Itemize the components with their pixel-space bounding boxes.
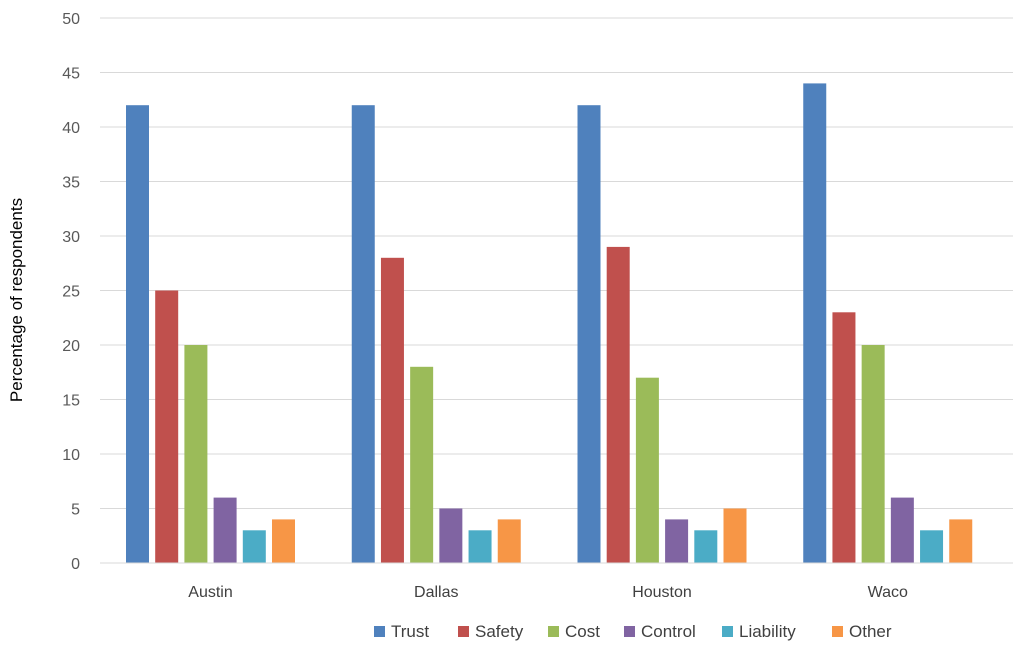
- bar-cost-waco: [861, 345, 885, 563]
- bar-liability-houston: [694, 530, 718, 563]
- y-tick-label: 20: [62, 338, 80, 355]
- bars: [126, 83, 973, 564]
- bar-control-austin: [213, 497, 237, 563]
- legend: Trust Safety Cost Control Liability Other: [374, 622, 892, 641]
- bar-control-waco: [890, 497, 914, 563]
- y-tick-label: 0: [71, 556, 80, 573]
- y-tick-label: 25: [62, 284, 80, 301]
- y-tick-label: 35: [62, 175, 80, 192]
- legend-label-safety: Safety: [475, 622, 524, 641]
- legend-swatch-safety: [458, 626, 469, 637]
- legend-label-other: Other: [849, 622, 892, 641]
- bar-other-austin: [272, 519, 295, 563]
- bar-liability-austin: [242, 530, 266, 563]
- y-tick-label: 5: [71, 502, 80, 519]
- bar-safety-dallas: [380, 257, 404, 563]
- y-tick-label: 40: [62, 120, 80, 137]
- bar-other-waco: [949, 519, 973, 563]
- bar-safety-houston: [606, 246, 630, 563]
- bar-trust-dallas: [351, 105, 375, 563]
- x-axis-category-labels: Austin Dallas Houston Waco: [188, 584, 908, 601]
- bar-liability-waco: [920, 530, 944, 563]
- gridlines: [100, 17, 1013, 509]
- bar-safety-austin: [155, 290, 179, 563]
- x-category-label: Dallas: [414, 584, 458, 601]
- y-tick-label: 50: [62, 11, 80, 28]
- y-tick-label: 30: [62, 229, 80, 246]
- bar-control-houston: [665, 519, 689, 563]
- y-axis-title: Percentage of respondents: [7, 198, 26, 402]
- bar-control-dallas: [439, 508, 463, 563]
- bar-other-houston: [723, 508, 747, 563]
- legend-swatch-liability: [722, 626, 733, 637]
- x-category-label: Austin: [188, 584, 232, 601]
- legend-label-liability: Liability: [739, 622, 796, 641]
- legend-swatch-cost: [548, 626, 559, 637]
- bar-cost-houston: [635, 377, 659, 563]
- bar-other-dallas: [497, 519, 521, 563]
- bar-trust-waco: [803, 83, 827, 564]
- y-tick-label: 10: [62, 447, 80, 464]
- legend-swatch-other: [832, 626, 843, 637]
- y-tick-label: 45: [62, 66, 80, 83]
- bar-trust-houston: [577, 105, 601, 563]
- bar-trust-austin: [126, 105, 149, 563]
- bar-cost-dallas: [410, 366, 434, 563]
- legend-swatch-trust: [374, 626, 385, 637]
- y-tick-label: 15: [62, 393, 80, 410]
- legend-label-trust: Trust: [391, 622, 429, 641]
- bar-cost-austin: [184, 345, 208, 563]
- legend-swatch-control: [624, 626, 635, 637]
- x-category-label: Waco: [868, 584, 908, 601]
- x-category-label: Houston: [632, 584, 692, 601]
- legend-label-control: Control: [641, 622, 696, 641]
- bar-liability-dallas: [468, 530, 492, 563]
- bar-safety-waco: [832, 312, 856, 563]
- y-axis-ticks: 0 5 10 15 20 25 30 35 40 45 50: [62, 11, 80, 573]
- legend-label-cost: Cost: [565, 622, 600, 641]
